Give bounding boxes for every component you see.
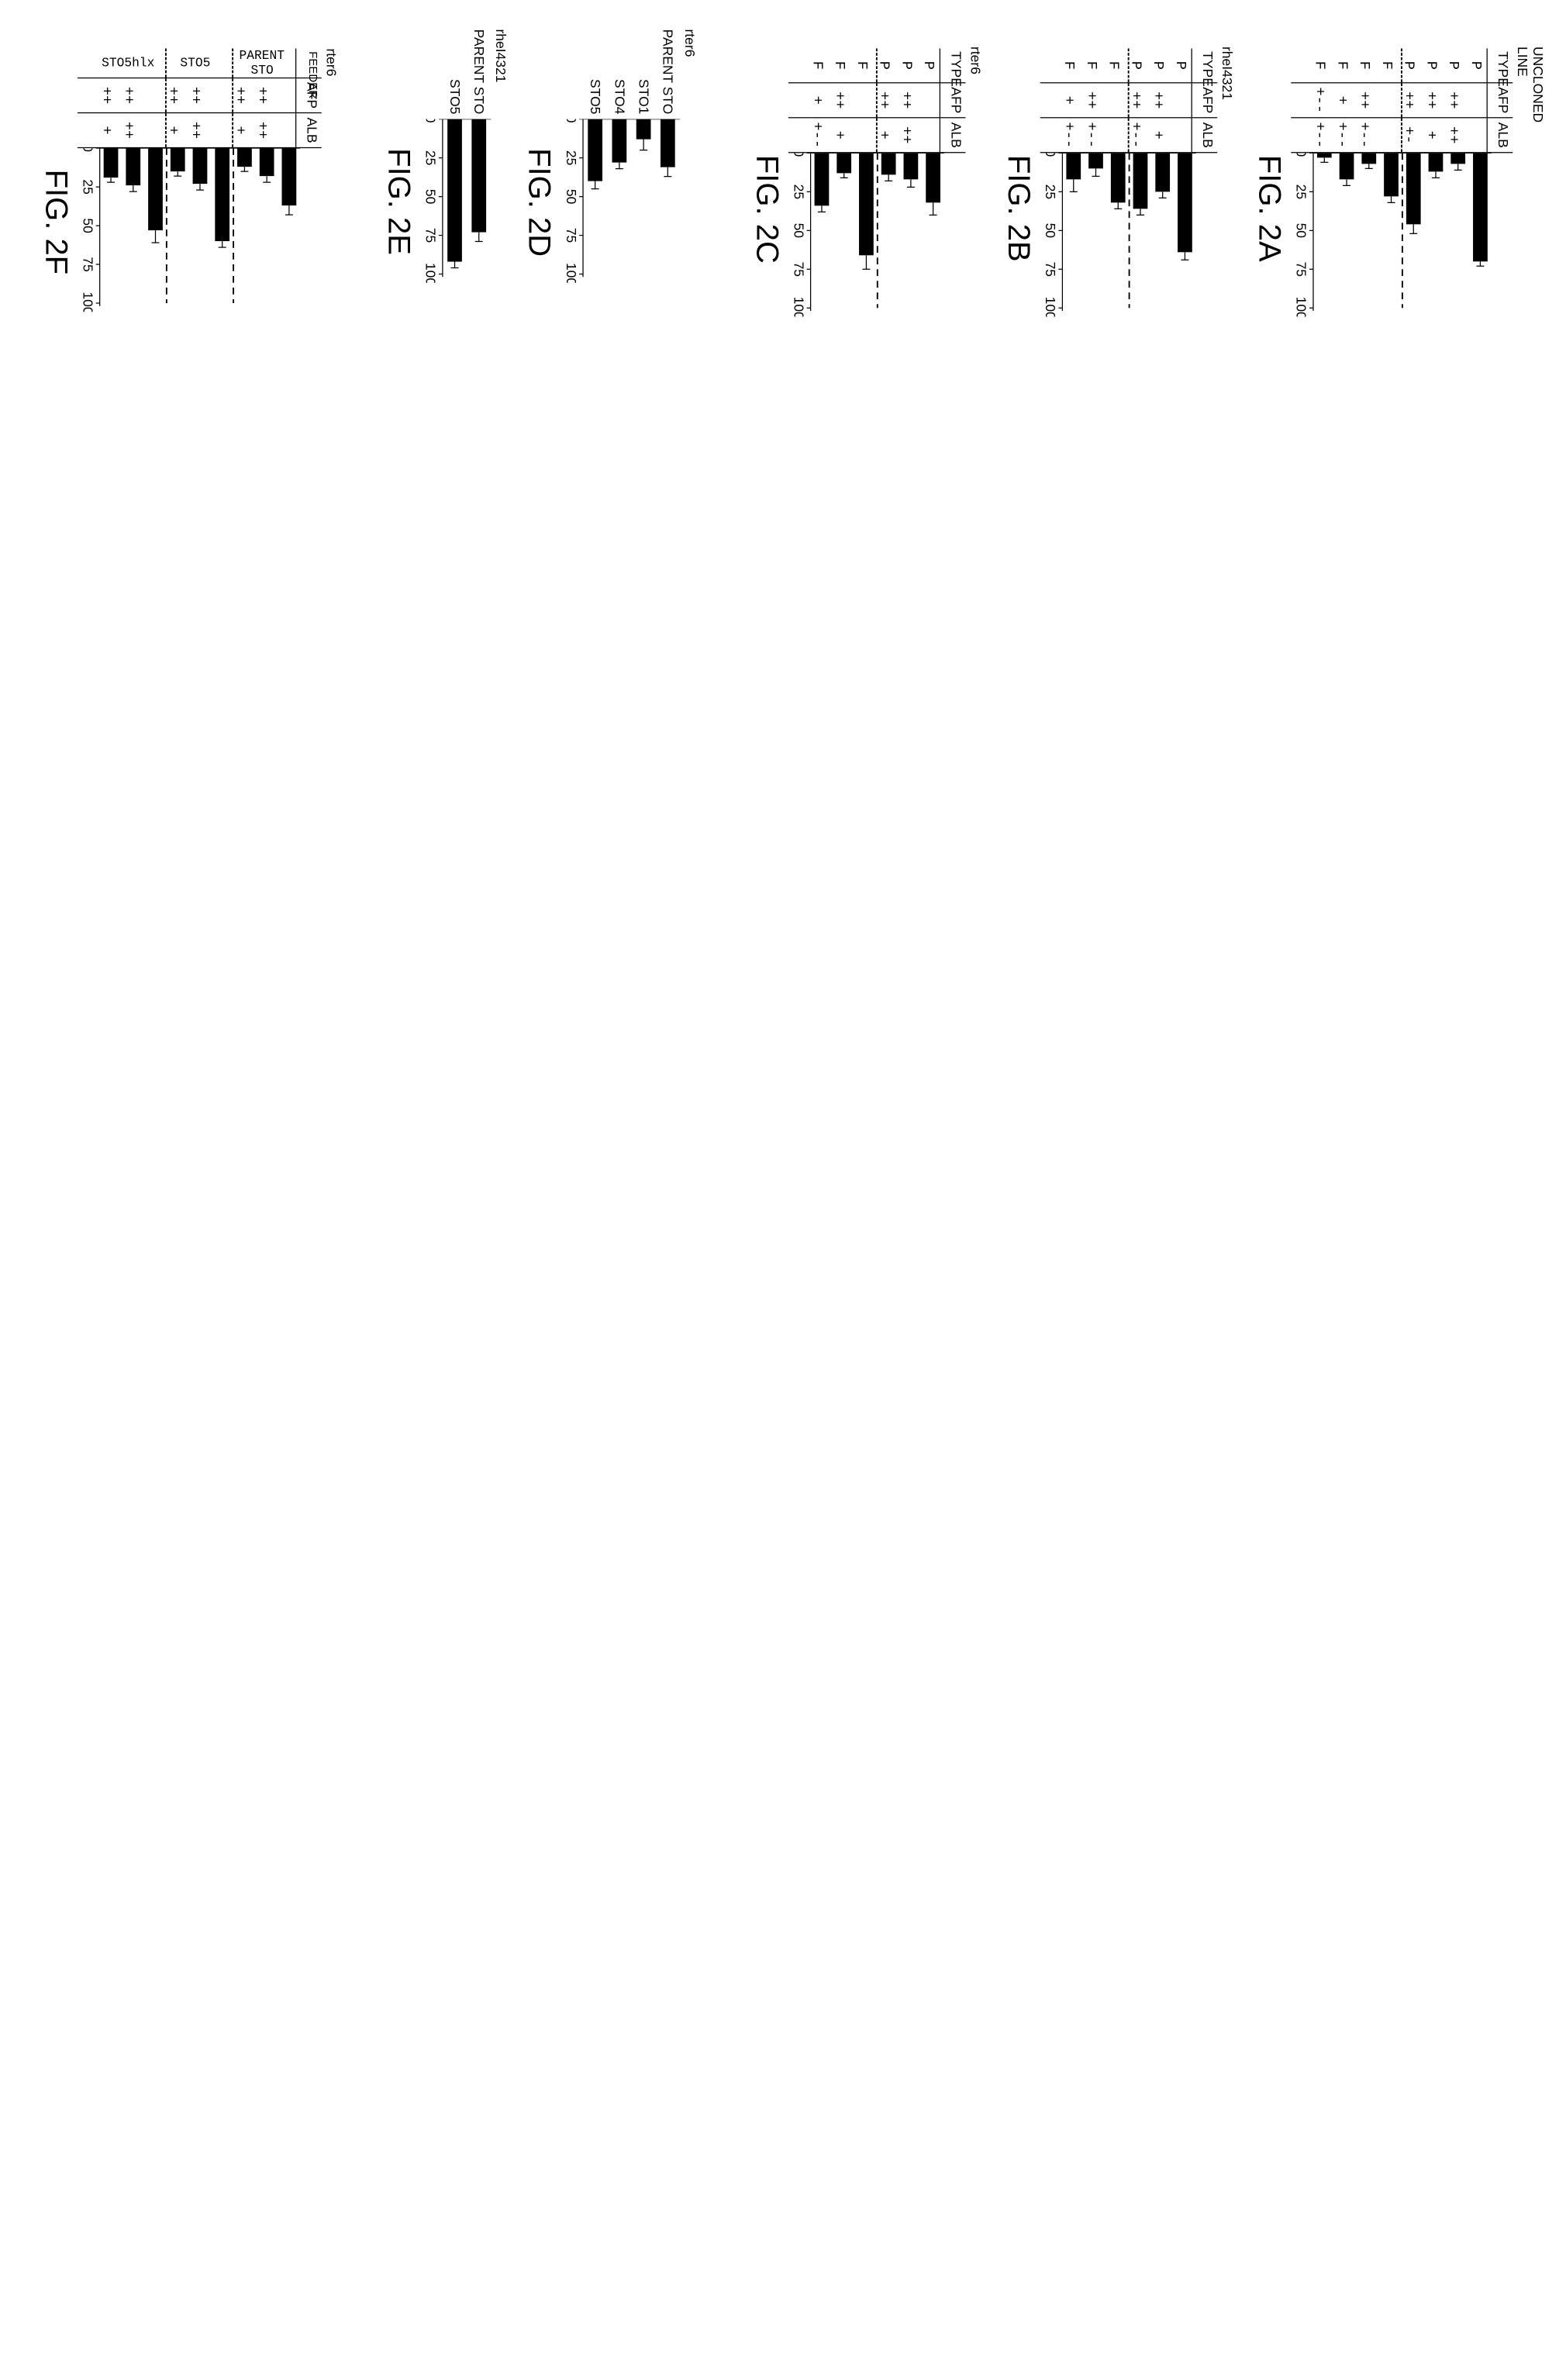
svg-text:50: 50 [80,218,95,233]
svg-text:0: 0 [564,119,579,123]
chart-D: 0 25 50 75 100 [561,119,680,283]
rowlabels-E: PARENT STOSTO5 [420,29,491,119]
panel-C: TYPEPPPFFFAFP+++++++ALB+++++--0 25 50 75 100 [788,48,966,316]
svg-text:25: 25 [1043,185,1058,199]
svg-text:50: 50 [423,189,439,205]
labels-F: AFP++++++++++++ALB+++++++++ [78,78,322,148]
caption-D: FIG. 2D [522,148,557,257]
svg-text:75: 75 [791,262,806,277]
svg-text:0: 0 [791,153,806,157]
panel-E-toplabel: rheI4321 [493,29,509,82]
chart-F: 0 25 50 75 100 [78,148,300,312]
labels-B: TYPEPPPFFFAFP+++++++ALB++--+--+-- [1040,48,1218,153]
svg-text:0: 0 [1043,153,1058,157]
svg-text:50: 50 [791,223,806,239]
svg-text:75: 75 [1294,262,1309,277]
svg-text:100: 100 [564,263,579,283]
svg-text:100: 100 [791,297,806,317]
svg-text:50: 50 [1294,223,1309,239]
chart-A: 0 25 50 75 100 [1291,153,1492,316]
svg-text:100: 100 [1294,297,1309,317]
panel-E: PARENT STOSTO50 25 50 75 100 [420,29,491,282]
svg-text:0: 0 [80,148,95,152]
svg-text:50: 50 [1043,223,1058,239]
rowlabels-D: PARENT STOSTO1STO4STO5 [561,29,680,119]
svg-text:25: 25 [791,185,806,199]
svg-text:100: 100 [423,263,439,283]
panel-D: PARENT STOSTO1STO4STO50 25 50 75 100 [561,29,680,282]
svg-text:100: 100 [1043,297,1058,317]
svg-text:75: 75 [423,228,439,243]
panel-A-toplabel: UNCLONED LINE [1515,47,1546,122]
svg-text:50: 50 [564,189,579,205]
panel-D-toplabel: rter6 [681,29,697,57]
svg-text:75: 75 [1043,262,1058,277]
caption-B: FIG. 2B [1002,155,1037,262]
labels-C: TYPEPPPFFFAFP+++++++ALB+++++-- [788,48,966,153]
chart-E: 0 25 50 75 100 [420,119,491,283]
svg-text:75: 75 [564,228,579,243]
panel-B: TYPEPPPFFFAFP+++++++ALB++--+--+--0 25 50 75… [1040,48,1218,316]
panel-F-toplabel: rter6 [323,48,339,76]
panel-A: TYPEPPPPFFFFAFP++++++++++--ALB++++-+--+-… [1291,48,1513,316]
figure-wrap: TYPEPPPPFFFFAFP++++++++++--ALB++++-+--+-… [0,0,1566,346]
chart-B: 0 25 50 75 100 [1040,153,1196,316]
caption-C: FIG. 2C [750,155,785,264]
svg-text:0: 0 [1294,153,1309,157]
svg-text:75: 75 [80,257,95,271]
chart-C: 0 25 50 75 100 [788,153,944,316]
svg-text:25: 25 [80,179,95,194]
caption-E: FIG. 2E [381,148,417,255]
caption-A: FIG. 2A [1252,155,1288,262]
svg-text:100: 100 [80,291,95,312]
svg-text:25: 25 [423,150,439,165]
feeder-col: FEEDERPARENT STOSTO5STO5hlx [78,48,322,78]
panel-F: FEEDERPARENT STOSTO5STO5hlxAFP++++++++++… [78,48,322,312]
panel-B-toplabel: rheI4321 [1219,47,1235,100]
svg-text:25: 25 [564,150,579,165]
caption-F: FIG. 2F [39,170,74,274]
panel-C-toplabel: rter6 [968,47,983,74]
labels-A: TYPEPPPPFFFFAFP++++++++++--ALB++++-+--+-… [1291,48,1513,153]
svg-text:25: 25 [1294,185,1309,199]
svg-text:0: 0 [423,119,439,123]
